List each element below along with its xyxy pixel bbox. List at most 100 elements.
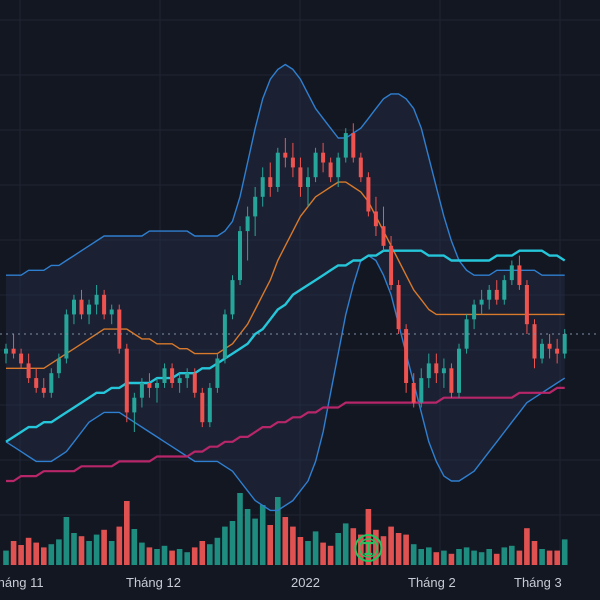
- candle[interactable]: [426, 353, 431, 388]
- volume-bar: [342, 523, 349, 565]
- candle[interactable]: [124, 343, 129, 423]
- volume-bar: [161, 545, 168, 565]
- candle-body: [56, 358, 61, 374]
- candle[interactable]: [147, 373, 152, 398]
- candle[interactable]: [449, 363, 454, 398]
- candle[interactable]: [275, 147, 280, 192]
- candle[interactable]: [132, 392, 137, 432]
- candle[interactable]: [230, 275, 235, 320]
- candle[interactable]: [56, 353, 61, 379]
- candle[interactable]: [404, 324, 409, 393]
- candle[interactable]: [290, 142, 295, 178]
- candle[interactable]: [102, 289, 107, 320]
- candle[interactable]: [94, 285, 99, 315]
- candle[interactable]: [328, 157, 333, 183]
- candle[interactable]: [502, 275, 507, 305]
- candle[interactable]: [162, 363, 167, 388]
- candle[interactable]: [19, 348, 24, 369]
- candle[interactable]: [411, 373, 416, 408]
- dividend-marker-icon[interactable]: [354, 534, 383, 562]
- candle[interactable]: [238, 226, 242, 285]
- candle[interactable]: [479, 289, 484, 315]
- candle[interactable]: [4, 343, 8, 364]
- volume-bar: [154, 549, 160, 565]
- candle[interactable]: [487, 285, 492, 310]
- volume-bar: [471, 550, 477, 565]
- candle[interactable]: [532, 319, 537, 369]
- candle[interactable]: [441, 358, 446, 388]
- candle[interactable]: [366, 172, 371, 217]
- candlestick-layer[interactable]: [4, 123, 567, 432]
- x-axis-label-feb: Tháng 2: [408, 575, 456, 590]
- candle[interactable]: [72, 294, 76, 325]
- candle[interactable]: [215, 353, 220, 393]
- candle[interactable]: [192, 368, 197, 398]
- volume-bar: [312, 531, 319, 565]
- candle-body: [555, 348, 560, 354]
- candle[interactable]: [87, 299, 91, 325]
- candle[interactable]: [389, 236, 394, 290]
- candle[interactable]: [472, 299, 477, 330]
- candle[interactable]: [177, 373, 182, 393]
- candle[interactable]: [517, 255, 522, 290]
- candle[interactable]: [343, 128, 348, 163]
- candle[interactable]: [34, 368, 39, 393]
- volume-bar: [554, 550, 560, 565]
- candle[interactable]: [494, 280, 499, 305]
- indicator-line-ma-long: [5, 249, 566, 443]
- candle[interactable]: [396, 280, 401, 334]
- candle[interactable]: [26, 353, 31, 383]
- candle[interactable]: [321, 142, 326, 173]
- candle[interactable]: [555, 338, 560, 364]
- candle[interactable]: [185, 368, 190, 388]
- candle[interactable]: [358, 152, 363, 183]
- candle-body: [162, 368, 167, 383]
- indicator-line-bb-lower: [5, 254, 566, 512]
- candle[interactable]: [419, 368, 424, 408]
- candle[interactable]: [268, 162, 273, 197]
- candle[interactable]: [524, 280, 529, 334]
- candle[interactable]: [41, 378, 46, 398]
- candle[interactable]: [381, 206, 386, 251]
- candle[interactable]: [207, 383, 212, 428]
- candle[interactable]: [351, 123, 356, 163]
- candle-body: [313, 152, 318, 178]
- candle[interactable]: [434, 353, 439, 383]
- candle[interactable]: [464, 314, 469, 354]
- volume-bar: [388, 526, 394, 565]
- candle[interactable]: [253, 187, 258, 236]
- candle[interactable]: [155, 378, 159, 403]
- x-axis-label-nov: tháng 11: [0, 575, 44, 590]
- candle[interactable]: [49, 368, 54, 398]
- candle[interactable]: [313, 147, 318, 183]
- candle[interactable]: [260, 167, 265, 207]
- candle[interactable]: [306, 167, 310, 207]
- candle[interactable]: [139, 378, 144, 408]
- candle[interactable]: [11, 334, 16, 359]
- candle[interactable]: [509, 260, 514, 286]
- candle[interactable]: [283, 138, 288, 168]
- candle[interactable]: [373, 196, 378, 236]
- candle-body: [321, 152, 326, 163]
- candle[interactable]: [540, 338, 544, 364]
- volume-bar: [184, 552, 190, 565]
- volume-bar: [244, 509, 251, 565]
- candle[interactable]: [245, 206, 250, 261]
- volume-bar: [229, 521, 236, 565]
- candle[interactable]: [200, 387, 205, 428]
- candle[interactable]: [109, 304, 114, 325]
- candle[interactable]: [336, 152, 341, 187]
- candle[interactable]: [117, 304, 122, 354]
- candle[interactable]: [547, 334, 552, 359]
- volume-bar: [410, 544, 417, 565]
- candle[interactable]: [298, 157, 303, 197]
- candle[interactable]: [170, 363, 175, 388]
- candle[interactable]: [64, 309, 69, 364]
- candle[interactable]: [79, 289, 84, 320]
- volume-bar: [501, 547, 508, 565]
- candle-body: [457, 348, 461, 393]
- candle[interactable]: [457, 343, 461, 398]
- candle[interactable]: [222, 309, 227, 364]
